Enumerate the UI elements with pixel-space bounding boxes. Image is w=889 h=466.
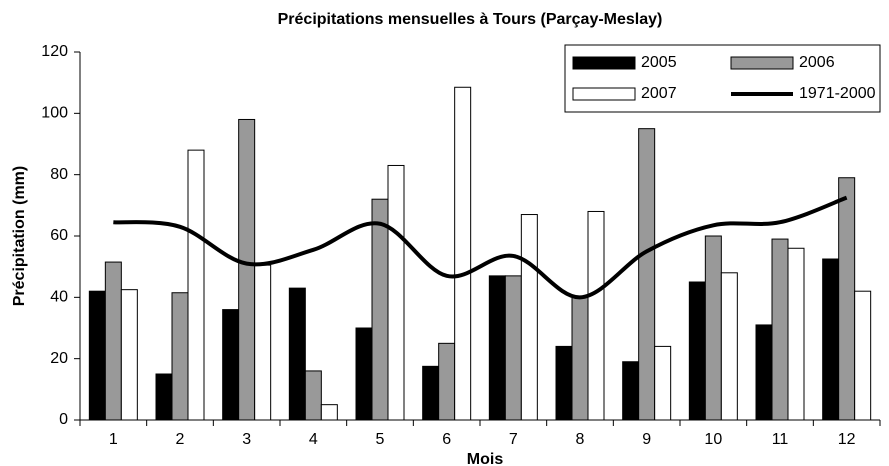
y-tick-label: 100 bbox=[41, 105, 68, 122]
bar bbox=[187, 149, 205, 421]
bar bbox=[504, 275, 522, 421]
bar bbox=[488, 275, 506, 421]
bar bbox=[254, 264, 272, 421]
bar bbox=[720, 272, 738, 421]
bar bbox=[822, 258, 840, 421]
y-tick-label: 120 bbox=[41, 43, 68, 60]
y-axis-label: Précipitation (mm) bbox=[11, 166, 28, 306]
bar bbox=[771, 238, 789, 421]
x-tick-label: 3 bbox=[242, 431, 251, 448]
y-tick-label: 80 bbox=[50, 166, 68, 183]
bar bbox=[320, 404, 338, 421]
legend-swatch bbox=[572, 87, 636, 101]
bar bbox=[454, 86, 472, 421]
x-tick-label: 1 bbox=[109, 431, 118, 448]
bar bbox=[422, 365, 440, 421]
legend-label: 2007 bbox=[641, 85, 677, 102]
y-tick-label: 20 bbox=[50, 350, 68, 367]
x-tick-label: 12 bbox=[838, 431, 856, 448]
bar bbox=[622, 361, 640, 421]
y-tick-label: 40 bbox=[50, 289, 68, 306]
bar bbox=[654, 345, 672, 421]
bar bbox=[155, 373, 173, 421]
x-tick-label: 2 bbox=[176, 431, 185, 448]
bar bbox=[571, 296, 589, 421]
legend-swatch bbox=[730, 56, 794, 70]
bar bbox=[438, 342, 456, 421]
bar bbox=[120, 289, 138, 421]
bar bbox=[704, 235, 722, 421]
legend-label: 2006 bbox=[799, 54, 835, 71]
x-axis-label: Mois bbox=[467, 451, 504, 466]
x-tick-label: 9 bbox=[642, 431, 651, 448]
y-tick-label: 0 bbox=[59, 411, 68, 428]
bar bbox=[238, 118, 256, 421]
x-tick-label: 10 bbox=[704, 431, 722, 448]
bar bbox=[854, 290, 872, 421]
bar bbox=[688, 281, 706, 421]
bar bbox=[838, 177, 856, 421]
bar bbox=[387, 164, 405, 421]
bar bbox=[787, 247, 805, 421]
line-series bbox=[113, 195, 848, 300]
x-tick-label: 11 bbox=[772, 431, 789, 448]
x-tick-label: 4 bbox=[309, 431, 318, 448]
legend-swatch bbox=[572, 56, 636, 70]
x-tick-label: 8 bbox=[576, 431, 585, 448]
bar bbox=[304, 370, 322, 421]
bar bbox=[171, 292, 189, 421]
x-tick-label: 7 bbox=[509, 431, 518, 448]
y-tick-label: 60 bbox=[50, 227, 68, 244]
bar bbox=[587, 210, 605, 421]
legend-label: 1971-2000 bbox=[799, 85, 876, 102]
bar bbox=[520, 214, 538, 421]
bar bbox=[104, 261, 122, 421]
legend-box bbox=[564, 44, 881, 113]
chart-title: Précipitations mensuelles à Tours (Parça… bbox=[278, 11, 663, 28]
bar bbox=[638, 128, 656, 421]
bar bbox=[555, 345, 573, 421]
bar bbox=[355, 327, 373, 421]
bar bbox=[222, 309, 240, 421]
legend-label: 2005 bbox=[641, 54, 677, 71]
x-tick-label: 6 bbox=[442, 431, 451, 448]
bar bbox=[755, 324, 773, 421]
bar bbox=[88, 290, 106, 421]
bar bbox=[371, 198, 389, 421]
bar bbox=[288, 287, 306, 421]
x-tick-label: 5 bbox=[376, 431, 385, 448]
